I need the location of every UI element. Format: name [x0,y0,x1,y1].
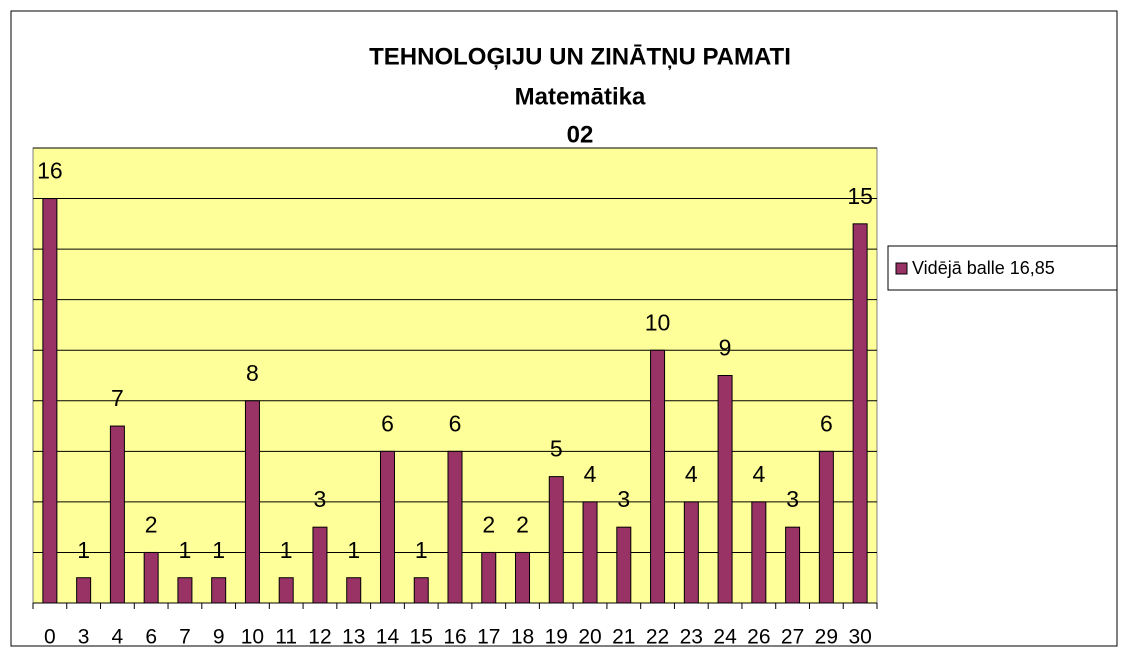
bar [346,577,362,604]
x-tick-label: 30 [848,626,871,649]
x-tick-label: 11 [275,626,297,649]
data-label: 1 [415,537,428,563]
data-label: 2 [145,512,158,538]
x-tick-label: 19 [545,626,568,649]
bar [42,198,58,604]
data-label: 1 [179,537,192,563]
x-tick-label: 18 [511,626,534,649]
x-tick-label: 26 [747,626,770,649]
x-tick-label: 14 [376,626,400,649]
bar [481,551,497,604]
x-tick-label: 17 [477,626,500,649]
data-label: 1 [212,537,225,563]
data-label: 2 [482,512,495,538]
data-label: 4 [752,461,765,487]
data-label: 15 [847,183,873,209]
bar [818,450,834,604]
data-label: 7 [111,385,124,411]
data-label: 3 [314,486,327,512]
x-tick-label: 20 [578,626,601,649]
x-tick-label: 29 [815,626,838,649]
data-label: 3 [617,486,630,512]
bar [379,450,395,604]
x-tick-label: 7 [179,626,191,649]
bar [244,400,260,604]
bar [751,501,767,604]
x-tick-label: 4 [112,626,124,649]
bar [211,577,227,604]
bar [177,577,193,604]
data-label: 3 [786,486,799,512]
bar [447,450,463,604]
data-label: 8 [246,360,259,386]
data-label: 10 [645,309,671,335]
x-tick-label: 27 [781,626,804,649]
bar [548,476,564,604]
data-label: 2 [516,512,529,538]
x-tick-label: 21 [612,626,635,649]
bar [515,551,531,604]
data-label: 16 [37,158,63,184]
x-tick-label: 16 [443,626,466,649]
bar [852,223,868,604]
data-label: 1 [280,537,293,563]
bar [143,551,159,604]
data-label: 5 [550,436,563,462]
x-tick-label: 13 [342,626,365,649]
legend-box [887,245,1118,291]
data-label: 6 [381,410,394,436]
data-label: 4 [685,461,698,487]
x-tick-label: 6 [145,626,157,649]
bar [582,501,598,604]
x-tick-label: 24 [713,626,737,649]
bar [278,577,294,604]
bar [785,526,801,604]
data-label: 4 [584,461,597,487]
bar [312,526,328,604]
bar [616,526,632,604]
bar [76,577,92,604]
x-tick-label: 22 [646,626,669,649]
bar [717,375,733,604]
x-tick-label: 23 [680,626,703,649]
chart-title: Matemātika [515,83,646,110]
chart-title: 02 [567,121,594,148]
data-label: 1 [347,537,360,563]
x-tick-label: 0 [44,626,56,649]
bar [650,349,666,604]
data-label: 6 [449,410,462,436]
bar [413,577,429,604]
x-tick-label: 12 [308,626,331,649]
chart-title: TEHNOLOĢIJU UN ZINĀTŅU PAMATI [369,43,791,70]
x-tick-label: 3 [78,626,90,649]
data-label: 1 [77,537,90,563]
x-tick-label: 15 [410,626,433,649]
x-tick-label: 10 [241,626,264,649]
legend-label: Vidējā balle 16,85 [912,258,1055,278]
bar [683,501,699,604]
data-label: 6 [820,410,833,436]
data-label: 9 [719,335,732,361]
x-tick-label: 9 [213,626,225,649]
bar [109,425,125,604]
legend-swatch [895,262,908,275]
